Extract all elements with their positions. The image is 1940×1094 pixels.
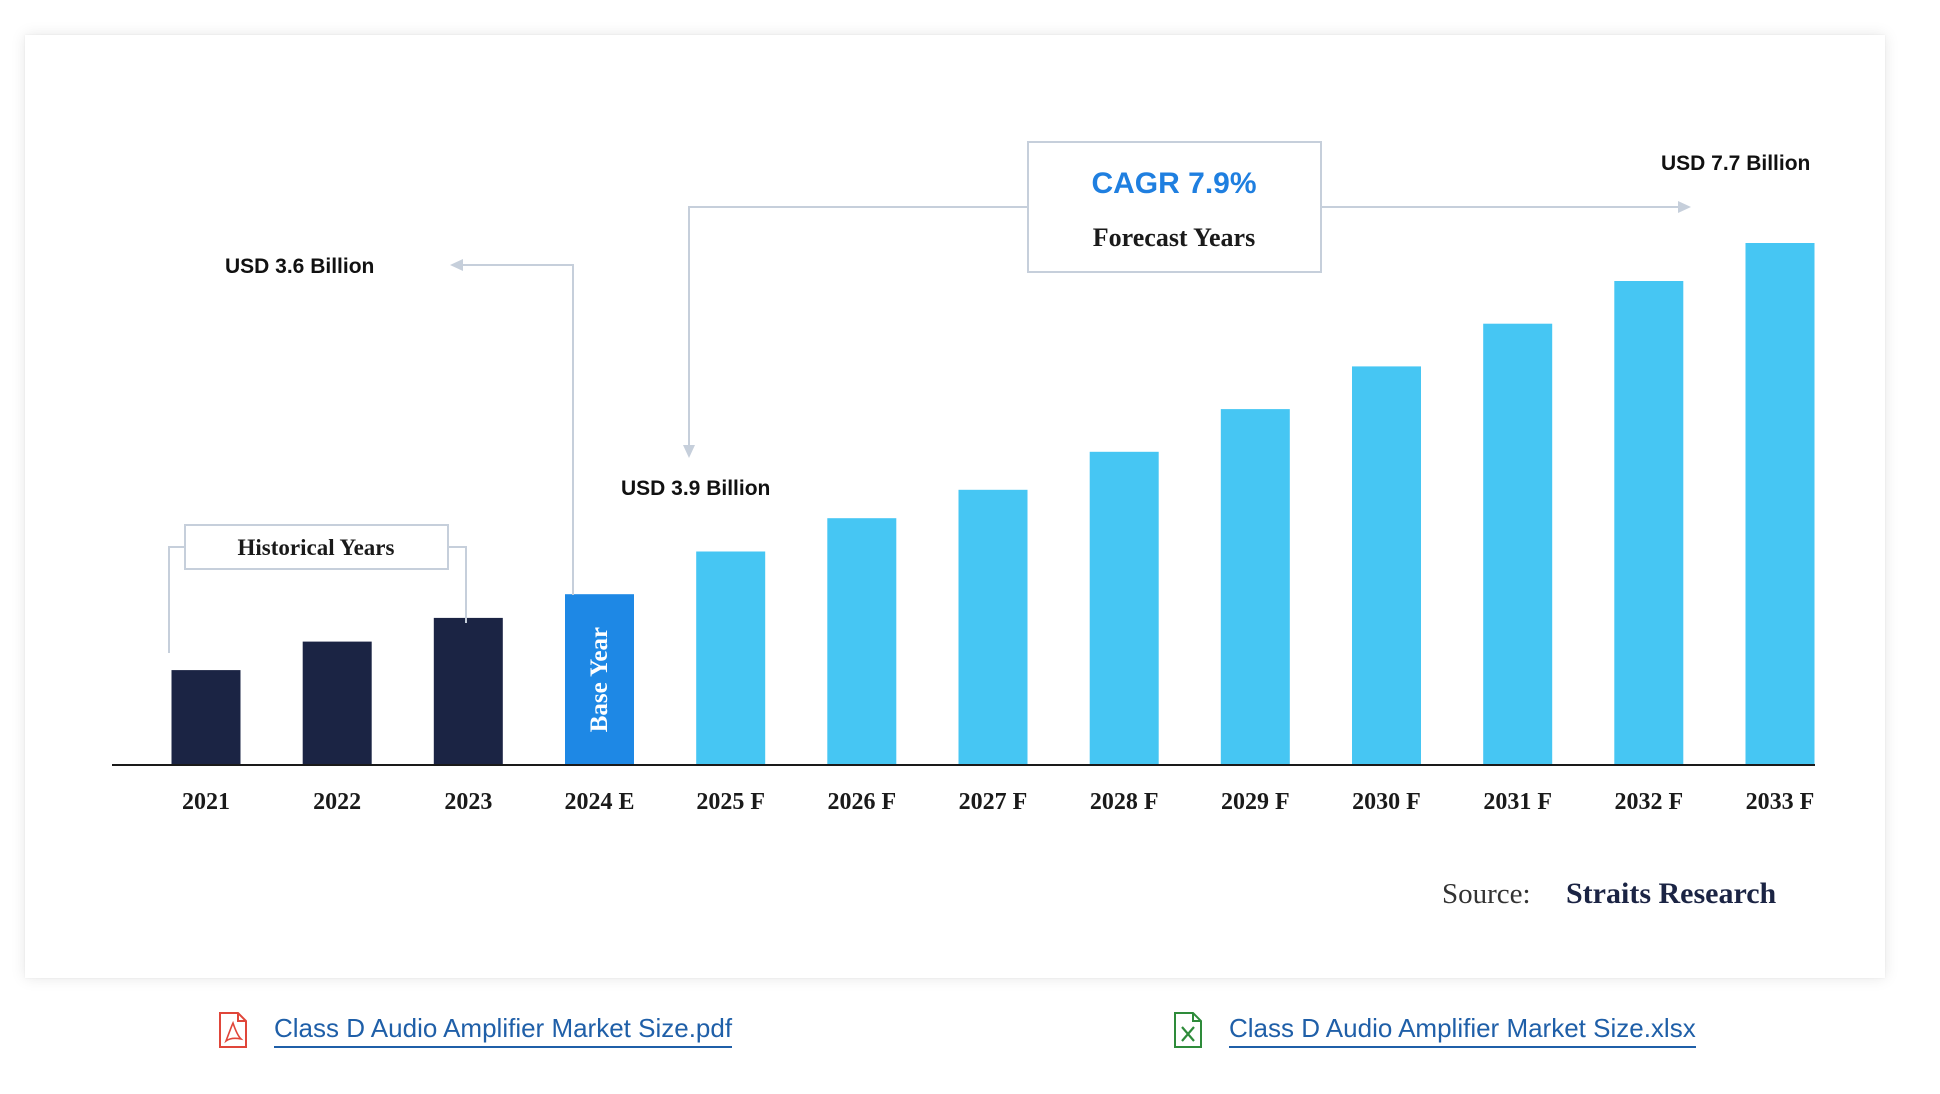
pdf-download-link[interactable]: Class D Audio Amplifier Market Size.pdf [274, 1013, 733, 1048]
market-size-chart: Base Year 2021 2022 2023 2024 E 2025 F 2026 F… [112, 141, 1815, 910]
bar-2033-f [1745, 243, 1815, 765]
base-year-arrowhead [450, 259, 463, 271]
base-year-bar-label: Base Year [586, 627, 613, 732]
bar-2031-f [1483, 323, 1553, 765]
excel-file-icon [1174, 1012, 1202, 1048]
x-tick-label: 2030 F [1352, 789, 1421, 815]
x-tick-label: 2023 [444, 789, 492, 815]
x-tick-labels: 2021 2022 2023 2024 E 2025 F 2026 F 2027 F 2028… [182, 789, 1814, 815]
xlsx-download-link[interactable]: Class D Audio Amplifier Market Size.xlsx [1229, 1013, 1696, 1048]
bar-2022 [302, 641, 372, 765]
usd-2025-label: USD 3.9 Billion [621, 477, 770, 500]
source-label: Source: [1442, 878, 1531, 910]
x-tick-label: 2025 F [696, 789, 765, 815]
pdf-file-icon [219, 1012, 247, 1048]
x-tick-label: 2024 E [564, 789, 634, 815]
bar-2025-f [696, 551, 766, 765]
bar-2021 [171, 670, 241, 765]
base-year-arrow [460, 264, 574, 595]
x-tick-label: 2033 F [1746, 789, 1815, 815]
cagr-box [1027, 141, 1322, 273]
bar-2032-f [1614, 281, 1684, 765]
x-tick-label: 2021 [182, 789, 230, 815]
historical-bracket [168, 524, 467, 653]
x-tick-label: 2029 F [1221, 789, 1290, 815]
xlsx-attachment[interactable]: Class D Audio Amplifier Market Size.xlsx [1173, 1000, 1696, 1060]
chart-card: Base Year 2021 2022 2023 2024 E 2025 F 2026 F… [25, 35, 1885, 978]
bar-2026-f [827, 518, 897, 765]
bar-2029-f [1220, 409, 1290, 765]
forecast-years-label: Forecast Years [1093, 223, 1255, 252]
x-tick-label: 2028 F [1090, 789, 1159, 815]
bar-2024-e [565, 594, 634, 765]
bars-layer: Base Year [171, 243, 1815, 765]
forecast-down-arrowhead [683, 445, 695, 458]
x-tick-label: 2032 F [1614, 789, 1683, 815]
pdf-attachment[interactable]: Class D Audio Amplifier Market Size.pdf [218, 1000, 733, 1060]
usd-2033-label: USD 7.7 Billion [1661, 152, 1810, 175]
historical-years-label: Historical Years [238, 535, 395, 560]
usd-2024-label: USD 3.6 Billion [225, 255, 374, 278]
bar-2023 [433, 617, 503, 765]
x-tick-label: 2031 F [1483, 789, 1552, 815]
bar-2027-f [958, 489, 1028, 765]
forecast-right-arrowhead [1678, 201, 1691, 213]
x-tick-label: 2022 [313, 789, 361, 815]
cagr-label: CAGR 7.9% [1091, 167, 1256, 200]
bar-2030-f [1352, 366, 1421, 765]
x-tick-label: 2027 F [959, 789, 1028, 815]
bar-2028-f [1089, 451, 1159, 765]
forecast-connector [688, 206, 1680, 447]
x-tick-label: 2026 F [827, 789, 896, 815]
source-name: Straits Research [1566, 877, 1777, 910]
